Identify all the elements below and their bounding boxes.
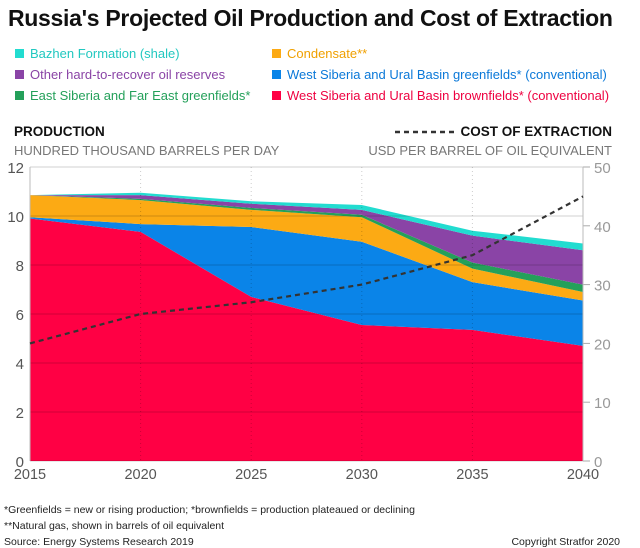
left-axis-subtitle: HUNDRED THOUSAND BARRELS PER DAY (14, 143, 280, 158)
area-series-1 (30, 217, 583, 346)
y-tick-label: 12 (7, 160, 24, 177)
legend-swatch (15, 49, 24, 58)
area-series-4 (30, 195, 583, 285)
y-tick-label: 0 (16, 454, 24, 471)
copyright: Copyright Stratfor 2020 (511, 536, 620, 548)
y-tick-label: 10 (7, 209, 24, 226)
footnote-2: **Natural gas, shown in barrels of oil e… (4, 520, 225, 532)
x-tick-label: 2030 (346, 467, 378, 483)
legend-swatch (272, 70, 281, 79)
legend-label: Bazhen Formation (shale) (30, 46, 180, 61)
legend-item-other-hard: Other hard-to-recover oil reserves (15, 67, 225, 82)
x-tick-label: 2040 (567, 467, 599, 483)
y2-tick-label: 0 (594, 454, 602, 471)
legend-item-condensate: Condensate** (272, 46, 367, 61)
y-tick-label: 4 (16, 356, 24, 373)
legend-item-east-greenfields: East Siberia and Far East greenfields* (15, 88, 250, 103)
y-tick-label: 8 (16, 258, 24, 275)
right-axis-subtitle: USD PER BARREL OF OIL EQUIVALENT (368, 143, 612, 158)
area-series-2 (30, 195, 583, 301)
chart-title: Russia's Projected Oil Production and Co… (8, 5, 613, 31)
legend-item-bazhen: Bazhen Formation (shale) (15, 46, 180, 61)
legend-label: East Siberia and Far East greenfields* (30, 88, 251, 103)
legend-swatch (15, 70, 24, 79)
y2-tick-label: 20 (594, 336, 611, 353)
source-note: Source: Energy Systems Research 2019 (4, 536, 194, 548)
x-tick-label: 2020 (124, 467, 156, 483)
legend-swatch (272, 91, 281, 100)
legend-label: West Siberia and Ural Basin greenfields*… (287, 67, 607, 82)
legend-swatch (15, 91, 24, 100)
y2-tick-label: 10 (594, 395, 611, 412)
dashed-line-legend-icon (394, 130, 455, 133)
legend-swatch (272, 49, 281, 58)
legend-item-west-greenfields: West Siberia and Ural Basin greenfields*… (272, 67, 607, 82)
area-series-0 (30, 218, 583, 461)
legend-label: Other hard-to-recover oil reserves (30, 67, 226, 82)
y2-tick-label: 30 (594, 278, 611, 295)
x-tick-label: 2015 (14, 467, 46, 483)
y-tick-label: 6 (16, 307, 24, 324)
right-axis-title-group: COST OF EXTRACTION (394, 124, 613, 139)
left-axis-title: PRODUCTION (14, 124, 105, 139)
area-series-5 (30, 192, 583, 251)
legend-label: Condensate** (287, 46, 368, 61)
legend-item-west-brownfields: West Siberia and Ural Basin brownfields*… (272, 88, 609, 103)
legend-label: West Siberia and Ural Basin brownfields*… (287, 88, 610, 103)
x-tick-label: 2035 (456, 467, 488, 483)
y2-tick-label: 50 (594, 160, 611, 177)
y-tick-label: 2 (16, 405, 24, 422)
x-tick-label: 2025 (235, 467, 267, 483)
cost-of-extraction-line (29, 195, 584, 345)
y2-tick-label: 40 (594, 219, 611, 236)
right-axis-title: COST OF EXTRACTION (460, 124, 613, 139)
footnote-1: *Greenfields = new or rising production;… (4, 504, 415, 516)
